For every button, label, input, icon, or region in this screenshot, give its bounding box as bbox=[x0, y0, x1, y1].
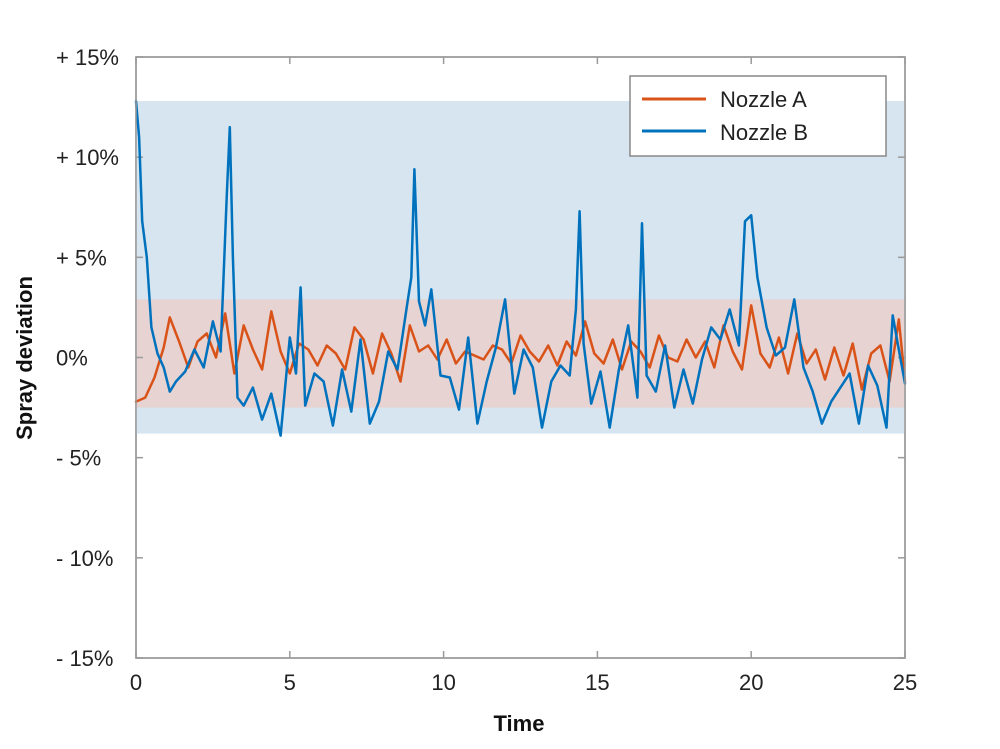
x-tick-label: 25 bbox=[893, 670, 917, 695]
x-tick-label: 0 bbox=[130, 670, 142, 695]
legend-box bbox=[629, 75, 887, 157]
x-axis-title: Time bbox=[494, 711, 545, 736]
x-tick-label: 20 bbox=[739, 670, 763, 695]
y-tick-label: 0% bbox=[56, 346, 88, 371]
y-tick-label: + 10% bbox=[56, 145, 119, 170]
x-tick-labels: 0 5 10 15 20 25 bbox=[130, 670, 917, 695]
y-tick-label: - 5% bbox=[56, 446, 101, 471]
legend-label-nozzle-b: Nozzle B bbox=[720, 120, 808, 145]
series-lines bbox=[134, 99, 907, 437]
y-axis-title: Spray deviation bbox=[12, 276, 37, 440]
x-tick-label: 5 bbox=[284, 670, 296, 695]
legend: Nozzle A Nozzle B bbox=[629, 75, 887, 157]
y-tick-labels: + 15% + 10% + 5% 0% - 5% - 10% - 15% bbox=[56, 45, 119, 671]
y-tick-label: + 5% bbox=[56, 245, 107, 270]
series-line-nozzle-b bbox=[134, 99, 907, 437]
y-tick-label: + 15% bbox=[56, 45, 119, 70]
y-tick-label: - 10% bbox=[56, 546, 113, 571]
y-tick-label: - 15% bbox=[56, 646, 113, 671]
series-line-nozzle-a bbox=[134, 304, 907, 403]
legend-label-nozzle-a: Nozzle A bbox=[720, 87, 807, 112]
plot-frame bbox=[135, 56, 906, 659]
x-tick-label: 10 bbox=[431, 670, 455, 695]
x-tick-label: 15 bbox=[585, 670, 609, 695]
